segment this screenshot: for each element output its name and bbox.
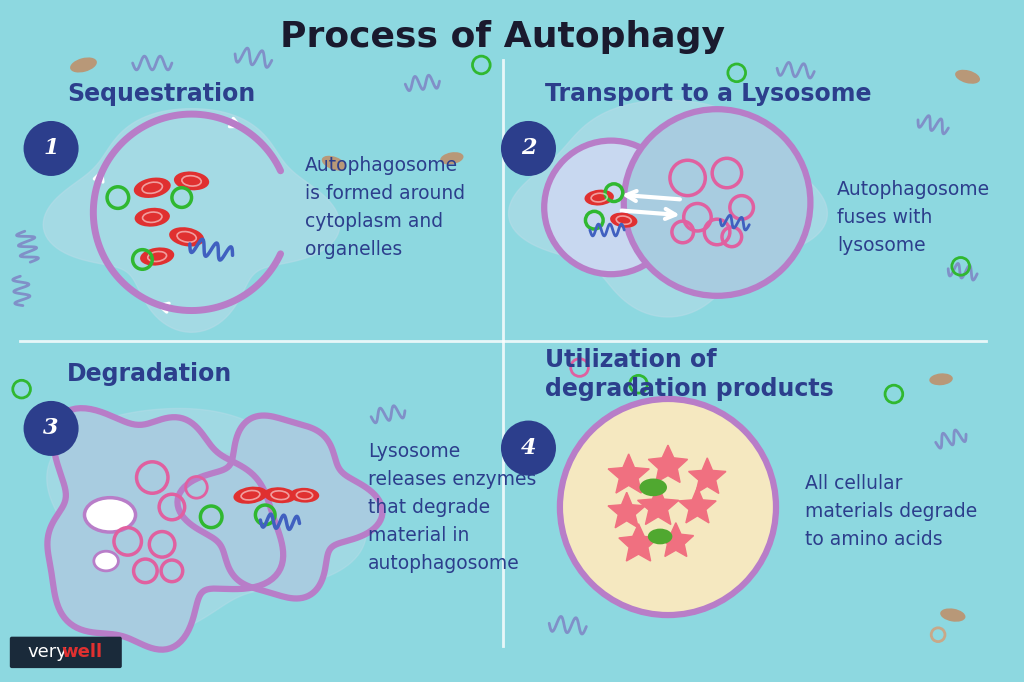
Text: Autophagosome
fuses with
lysosome: Autophagosome fuses with lysosome <box>837 180 990 255</box>
Polygon shape <box>648 445 687 482</box>
Ellipse shape <box>290 488 319 503</box>
Text: All cellular
materials degrade
to amino acids: All cellular materials degrade to amino … <box>806 475 978 550</box>
Circle shape <box>24 121 79 176</box>
Ellipse shape <box>930 373 952 385</box>
Text: Utilization of
degradation products: Utilization of degradation products <box>545 348 834 401</box>
Text: 3: 3 <box>43 417 58 439</box>
Polygon shape <box>509 100 827 317</box>
Ellipse shape <box>648 529 673 544</box>
Ellipse shape <box>322 155 346 170</box>
Text: Degradation: Degradation <box>67 362 232 387</box>
Text: well: well <box>60 643 102 662</box>
Polygon shape <box>43 108 340 332</box>
Ellipse shape <box>84 498 135 532</box>
Ellipse shape <box>610 213 637 228</box>
Ellipse shape <box>440 152 464 164</box>
Text: Process of Autophagy: Process of Autophagy <box>281 20 725 55</box>
Polygon shape <box>177 415 382 599</box>
Polygon shape <box>211 453 260 586</box>
Circle shape <box>560 399 776 615</box>
Polygon shape <box>658 522 693 557</box>
Circle shape <box>544 140 678 274</box>
FancyBboxPatch shape <box>10 637 122 668</box>
Text: Autophagosome
is formed around
cytoplasm and
organelles: Autophagosome is formed around cytoplasm… <box>304 156 465 259</box>
Circle shape <box>501 421 556 475</box>
Ellipse shape <box>955 70 980 84</box>
Ellipse shape <box>134 208 170 226</box>
Text: very: very <box>28 643 68 662</box>
Text: Sequestration: Sequestration <box>67 83 255 106</box>
Ellipse shape <box>140 248 174 265</box>
Circle shape <box>624 109 810 296</box>
Polygon shape <box>608 454 649 493</box>
Ellipse shape <box>174 171 209 190</box>
Ellipse shape <box>233 487 267 504</box>
Ellipse shape <box>264 487 296 503</box>
Polygon shape <box>608 492 645 528</box>
Ellipse shape <box>70 57 97 72</box>
Polygon shape <box>47 409 367 638</box>
Circle shape <box>501 121 556 176</box>
Ellipse shape <box>639 479 667 496</box>
Polygon shape <box>638 486 679 524</box>
Polygon shape <box>688 458 726 494</box>
Text: Transport to a Lysosome: Transport to a Lysosome <box>545 83 871 106</box>
Polygon shape <box>47 409 284 650</box>
Ellipse shape <box>169 227 204 247</box>
Circle shape <box>24 401 79 456</box>
Ellipse shape <box>94 551 119 571</box>
Text: 2: 2 <box>521 138 537 160</box>
Text: 1: 1 <box>43 138 58 160</box>
Text: 4: 4 <box>521 437 537 459</box>
Ellipse shape <box>940 608 966 622</box>
Polygon shape <box>679 488 716 523</box>
Text: Lysosome
releases enzymes
that degrade
material in
autophagosome: Lysosome releases enzymes that degrade m… <box>369 441 537 572</box>
Ellipse shape <box>134 177 171 198</box>
Polygon shape <box>618 524 658 561</box>
Ellipse shape <box>585 190 614 205</box>
